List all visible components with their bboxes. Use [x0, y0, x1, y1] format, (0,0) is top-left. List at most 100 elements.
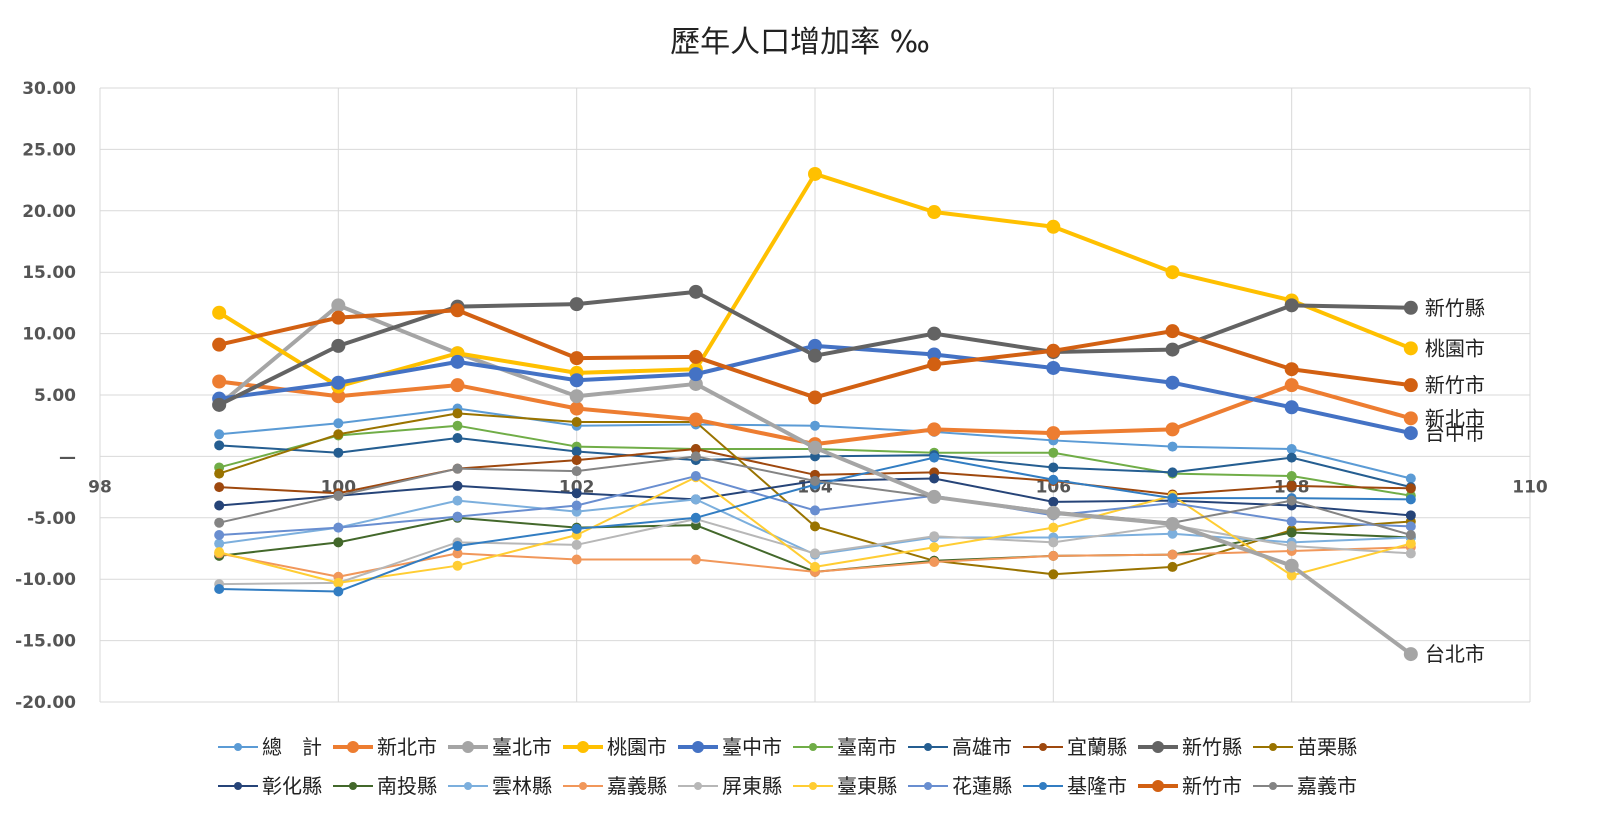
data-point [1048, 462, 1059, 473]
data-point [690, 471, 701, 482]
data-point [688, 367, 703, 382]
data-point [1286, 541, 1297, 552]
data-point [1165, 516, 1180, 531]
data-point [1405, 548, 1416, 559]
y-tick-label: -10.00 [15, 570, 76, 590]
data-point [333, 490, 344, 501]
data-point [1167, 441, 1178, 452]
data-point [690, 554, 701, 565]
legend-swatch-marker [694, 782, 702, 790]
data-point [1403, 300, 1418, 315]
data-point [214, 429, 225, 440]
data-point [450, 378, 465, 393]
data-point [690, 494, 701, 505]
data-point [569, 401, 584, 416]
legend-item: 彰化縣 [218, 774, 322, 798]
y-tick-label: 10.00 [22, 325, 76, 345]
legend-item: 新竹縣 [1138, 735, 1242, 759]
data-point [571, 488, 582, 499]
legend-item: 臺北市 [448, 735, 552, 759]
data-point [929, 531, 940, 542]
legend-swatch-marker [809, 782, 817, 790]
chart-title: 歷年人口增加率 ‰ [670, 25, 930, 60]
data-point [1165, 265, 1180, 280]
data-point [1286, 495, 1297, 506]
data-point [214, 482, 225, 493]
legend-item: 桃園市 [563, 735, 667, 759]
data-point [810, 521, 820, 532]
data-point [333, 418, 344, 429]
series-layer [212, 166, 1418, 662]
data-point [1048, 496, 1059, 507]
data-point [1046, 360, 1061, 375]
legend-item: 臺南市 [793, 735, 897, 759]
y-tick-label: 30.00 [22, 79, 76, 99]
data-point [1046, 343, 1061, 358]
data-point [333, 537, 344, 548]
y-tick-label: -5.00 [27, 509, 76, 529]
y-tick-label: 20.00 [22, 202, 76, 222]
data-point [214, 584, 225, 595]
data-point [452, 480, 463, 491]
legend-swatch-marker [924, 743, 932, 751]
legend-swatch-marker [234, 743, 242, 751]
data-point [1167, 467, 1178, 478]
data-point [690, 444, 701, 455]
legend-swatch-marker [577, 741, 589, 753]
data-point [1284, 558, 1299, 573]
legend-item: 嘉義市 [1253, 774, 1357, 798]
legend-swatch-marker [1039, 743, 1047, 751]
legend-swatch-marker [809, 743, 817, 751]
legend-swatch-marker [347, 741, 359, 753]
legend-swatch-marker [692, 741, 704, 753]
y-tick-label: 15.00 [22, 263, 76, 283]
data-point [452, 408, 463, 419]
legend-swatch-marker [1152, 741, 1164, 753]
data-point [1048, 550, 1059, 561]
legend-swatch-marker [462, 741, 474, 753]
legend-item: 基隆市 [1023, 774, 1127, 798]
data-point [929, 557, 940, 568]
data-point [808, 338, 822, 353]
data-point [452, 560, 463, 571]
data-point [810, 475, 820, 486]
legend-label: 苗栗縣 [1297, 735, 1357, 759]
data-point [1403, 411, 1418, 426]
y-tick-label: -20.00 [15, 693, 76, 713]
data-point [571, 417, 582, 428]
data-point [214, 538, 225, 549]
legend-swatch-marker [1039, 782, 1047, 790]
data-point [1405, 473, 1416, 484]
data-point [1286, 570, 1297, 581]
legend-item: 南投縣 [333, 774, 437, 798]
legend-item: 嘉義縣 [563, 774, 667, 798]
y-tick-label: -15.00 [15, 632, 76, 652]
data-point [333, 522, 344, 533]
legend-label: 嘉義市 [1297, 774, 1357, 798]
data-point [1048, 522, 1059, 533]
legend-label: 總 計 [262, 735, 322, 759]
data-point [1284, 378, 1299, 393]
data-point [571, 466, 582, 477]
data-point [452, 463, 463, 474]
data-point [333, 447, 344, 458]
legend-item: 花蓮縣 [908, 774, 1012, 798]
data-point [1048, 537, 1059, 548]
y-tick-label: 25.00 [22, 140, 76, 160]
legend-label: 南投縣 [377, 774, 437, 798]
legend-swatch-marker [349, 782, 357, 790]
data-point [808, 390, 822, 405]
data-point [1403, 426, 1418, 441]
data-point [214, 547, 225, 558]
legend-item: 屏東縣 [678, 774, 782, 798]
data-point [452, 511, 463, 522]
series-end-label: 台北市 [1425, 642, 1485, 666]
legend-swatch-marker [1269, 743, 1277, 751]
data-point [1167, 549, 1178, 560]
data-point [212, 305, 227, 320]
legend-label: 新北市 [377, 735, 437, 759]
legend-label: 臺南市 [837, 735, 897, 759]
data-point [1403, 647, 1418, 662]
data-point [929, 473, 940, 484]
